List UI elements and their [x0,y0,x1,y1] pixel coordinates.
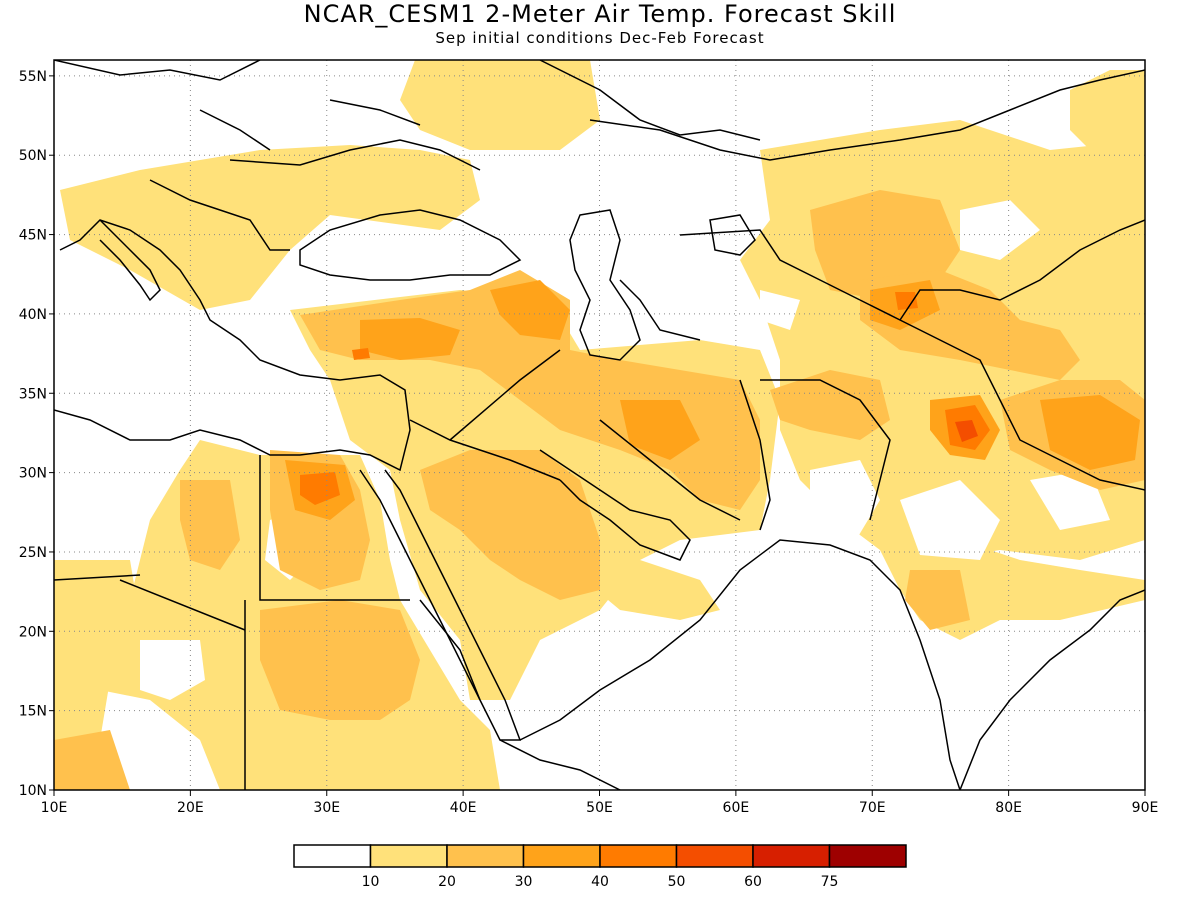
lon-tick-label: 40E [450,800,477,816]
coast-baltic [54,60,261,81]
lat-tick-label: 40N [19,307,47,323]
coast-caspian [569,209,641,361]
border-6 [409,419,561,481]
lon-tick-label: 30E [313,800,340,816]
colorbar-label: 10 [362,874,380,890]
border-10 [760,379,891,521]
colorbar-label: 60 [744,874,762,890]
colorbar-swatch [293,844,372,868]
coast-north [539,60,761,141]
colorbar-label: 20 [438,874,456,890]
coast-italy [99,219,161,302]
lon-tick-label: 80E [995,800,1022,816]
lat-tick-label: 30N [19,466,47,482]
border-15 [229,139,481,171]
shade-arabia [420,450,600,600]
hole-5 [960,200,1040,260]
border-11 [679,229,861,301]
border-19 [619,279,701,341]
lon-tick-label: 60E [723,800,750,816]
border-1 [259,455,410,601]
shade-anatolia-hot [352,348,370,360]
border-5 [419,599,481,701]
lon-tick-label: 90E [1132,800,1159,816]
shade-egypt-hot [300,472,340,505]
lat-tick-label: 35N [19,386,47,402]
colorbar-label: 40 [591,874,609,890]
lon-tick-label: 70E [859,800,886,816]
colorbar: 10 20 30 40 50 60 75 [293,844,907,890]
shade-europe-band [60,145,480,310]
border-7 [449,349,561,441]
border-8 [599,419,741,521]
shade-africa-sw [54,730,130,790]
lon-tick-label: 10E [41,800,68,816]
grid-lines [54,60,1145,790]
coast-red-sea [359,469,522,741]
lat-tick-label: 20N [19,624,47,640]
hole-6 [760,290,800,330]
coast-black-sea [299,209,522,281]
coast-mediterranean [54,219,411,472]
colorbar-swatch [828,844,907,868]
shade-ne-corner [1070,70,1145,160]
border-3 [119,579,246,631]
border-13 [899,219,1145,321]
shade-kashmir-peak [955,420,978,442]
border-16 [149,179,290,251]
coast-persian-gulf [539,449,691,561]
chart-subtitle: Sep initial conditions Dec-Feb Forecast [435,29,765,47]
colorbar-swatch [752,844,831,868]
colorbar-label: 75 [821,874,839,890]
border-4 [54,574,141,581]
coastlines [54,60,1145,790]
lat-tick-label: 45N [19,228,47,244]
colorbar-swatch [522,844,601,868]
coast-india-east [959,589,1145,790]
colorbar-label: 30 [515,874,533,890]
coast-arabian-sea [519,539,961,790]
lat-tick-label: 25N [19,545,47,561]
lat-axis: 10N 15N 20N 25N 30N 35N 40N 45N 50N 55N [19,69,54,799]
lat-tick-label: 10N [19,783,47,799]
shade-africa-west [54,560,140,790]
border-14 [589,69,1145,161]
lat-tick-label: 50N [19,148,47,164]
border-18 [329,99,421,126]
shade-iran-north [490,280,570,340]
hole-3 [810,460,880,550]
chart-title: NCAR_CESM1 2-Meter Air Temp. Forecast Sk… [303,0,897,28]
lat-tick-label: 55N [19,69,47,85]
border-12 [859,299,1145,491]
coast-horn [499,739,621,790]
shade-sudan [260,600,420,720]
coast-aral [709,214,756,256]
lon-tick-label: 50E [586,800,613,816]
shade-afghanistan [770,370,890,440]
shade-tibet-east [1040,395,1140,470]
border-9 [739,379,771,531]
lon-axis: 10E 20E 30E 40E 50E 60E 70E 80E 90E [41,790,1159,816]
hole-7 [640,280,710,330]
colorbar-label: 50 [668,874,686,890]
colorbar-swatch [675,844,754,868]
shade-iran-south [620,400,700,460]
shade-libya [180,480,240,570]
colorbar-swatch [369,844,448,868]
hole-4 [900,480,1000,560]
shade-anatolia [360,318,460,360]
hole-2 [140,640,205,700]
shade-kyrgyz-hot [895,292,918,310]
colorbar-swatch [599,844,678,868]
shade-india-pocket [905,570,970,630]
lat-tick-label: 15N [19,704,47,720]
shade-europe-north [400,60,600,150]
border-17 [199,109,271,151]
lon-tick-label: 20E [177,800,204,816]
colorbar-swatch [446,844,525,868]
